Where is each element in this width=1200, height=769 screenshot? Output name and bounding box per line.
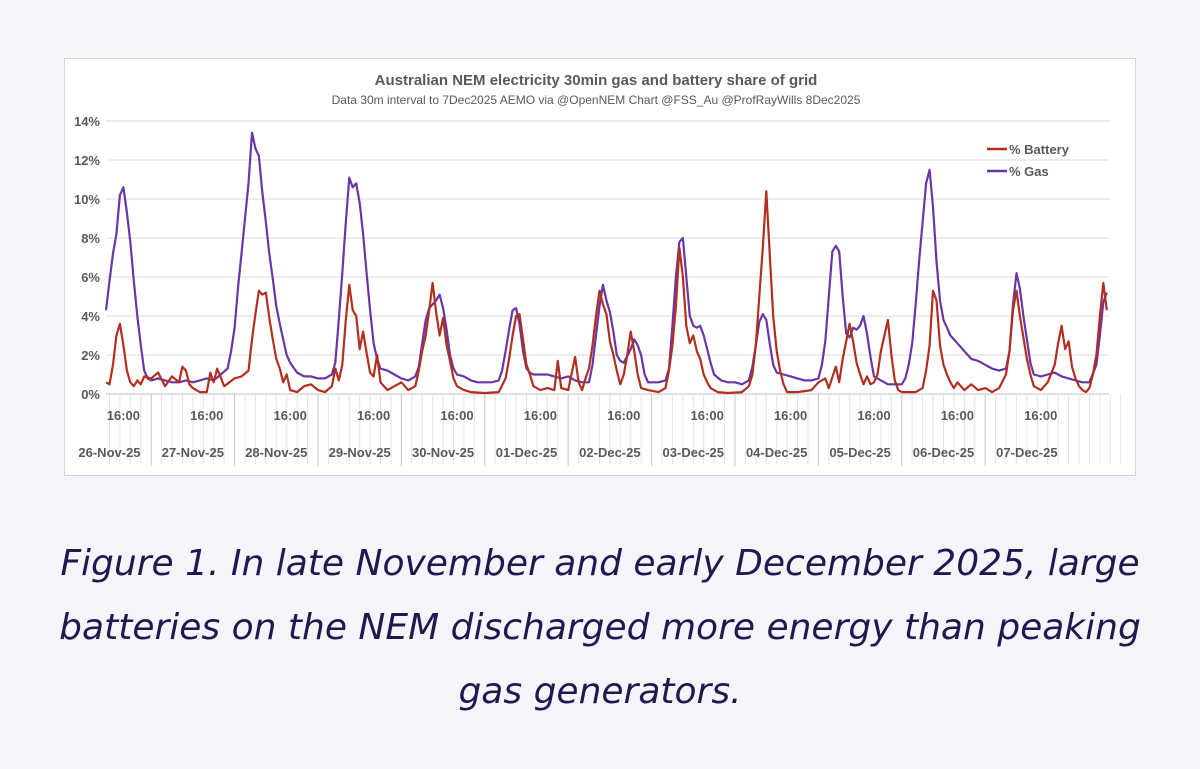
series-line-battery <box>105 190 1108 395</box>
x-time-label: 16:00 <box>440 408 473 423</box>
x-time-label: 16:00 <box>274 408 307 423</box>
chart-subtitle: Data 30m interval to 7Dec2025 AEMO via @… <box>332 93 861 107</box>
x-time-label: 16:00 <box>1024 408 1057 423</box>
series-line-gas <box>104 131 1108 386</box>
x-date-label: 05-Dec-25 <box>829 445 890 460</box>
x-date-label: 06-Dec-25 <box>913 445 974 460</box>
x-time-label: 16:00 <box>607 408 640 423</box>
y-tick-label: 2% <box>81 348 100 363</box>
line-chart: Australian NEM electricity 30min gas and… <box>74 72 1122 466</box>
x-date-label: 30-Nov-25 <box>412 445 474 460</box>
x-axis: 16:00 26-Nov-25 16:00 27-Nov-25 16:00 28-Nov-… <box>78 393 1122 466</box>
y-tick-label: 4% <box>81 309 100 324</box>
x-date-label: 26-Nov-25 <box>78 445 140 460</box>
x-date-label: 04-Dec-25 <box>746 445 807 460</box>
y-tick-label: 10% <box>74 192 100 207</box>
legend-label-gas: % Gas <box>1009 164 1049 179</box>
y-tick-label: 14% <box>74 114 100 129</box>
x-date-label: 02-Dec-25 <box>579 445 640 460</box>
figure-caption: Figure 1. In late November and early Dec… <box>59 543 1141 712</box>
x-time-label: 16:00 <box>774 408 807 423</box>
series-lines <box>104 131 1108 395</box>
x-time-label: 16:00 <box>524 408 557 423</box>
x-date-label: 28-Nov-25 <box>245 445 307 460</box>
x-time-label: 16:00 <box>357 408 390 423</box>
x-time-label: 16:00 <box>190 408 223 423</box>
x-date-label: 07-Dec-25 <box>996 445 1057 460</box>
legend: % Battery % Gas <box>987 142 1070 179</box>
y-tick-label: 0% <box>81 387 100 402</box>
x-date-label: 29-Nov-25 <box>329 445 391 460</box>
x-time-label: 16:00 <box>857 408 890 423</box>
y-tick-label: 8% <box>81 231 100 246</box>
gridlines <box>106 120 1109 395</box>
y-tick-label: 12% <box>74 153 100 168</box>
x-date-label: 03-Dec-25 <box>663 445 724 460</box>
y-tick-label: 6% <box>81 270 100 285</box>
legend-label-battery: % Battery <box>1009 142 1070 157</box>
y-axis-ticks: 0% 2% 4% 6% 8% 10% 12% 14% <box>74 114 100 402</box>
chart-panel: Australian NEM electricity 30min gas and… <box>64 58 1136 476</box>
x-time-label: 16:00 <box>107 408 140 423</box>
chart-title: Australian NEM electricity 30min gas and… <box>375 72 818 89</box>
x-time-label: 16:00 <box>691 408 724 423</box>
x-time-label: 16:00 <box>941 408 974 423</box>
x-date-label: 01-Dec-25 <box>496 445 557 460</box>
x-date-label: 27-Nov-25 <box>162 445 224 460</box>
